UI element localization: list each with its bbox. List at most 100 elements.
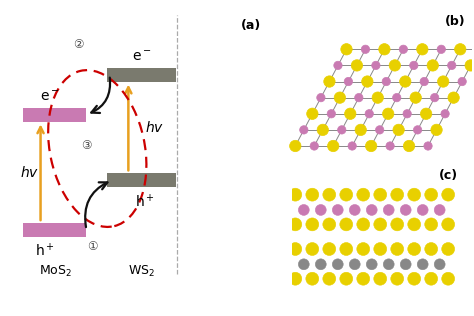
Circle shape bbox=[289, 243, 302, 255]
Circle shape bbox=[315, 204, 326, 216]
Circle shape bbox=[413, 126, 422, 134]
Circle shape bbox=[425, 272, 438, 285]
Text: e$^-$: e$^-$ bbox=[132, 50, 152, 64]
Circle shape bbox=[298, 204, 309, 216]
Circle shape bbox=[391, 243, 404, 255]
Circle shape bbox=[430, 94, 439, 102]
Circle shape bbox=[317, 94, 325, 102]
Circle shape bbox=[372, 92, 383, 103]
Circle shape bbox=[391, 188, 404, 201]
Circle shape bbox=[306, 188, 319, 201]
Bar bbox=[107, 68, 176, 82]
Circle shape bbox=[300, 126, 308, 134]
Circle shape bbox=[361, 45, 370, 53]
Bar bbox=[107, 173, 176, 187]
Circle shape bbox=[374, 188, 387, 201]
Circle shape bbox=[410, 61, 418, 70]
Circle shape bbox=[383, 259, 394, 270]
Circle shape bbox=[437, 45, 446, 53]
Circle shape bbox=[289, 188, 302, 201]
Circle shape bbox=[315, 259, 326, 270]
Circle shape bbox=[323, 243, 336, 255]
Text: ③: ③ bbox=[81, 139, 92, 152]
Circle shape bbox=[442, 218, 455, 231]
Circle shape bbox=[357, 243, 370, 255]
Circle shape bbox=[357, 218, 370, 231]
Circle shape bbox=[357, 272, 370, 285]
Circle shape bbox=[355, 94, 363, 102]
Circle shape bbox=[434, 204, 445, 216]
Circle shape bbox=[306, 272, 319, 285]
Circle shape bbox=[328, 140, 339, 152]
Circle shape bbox=[323, 218, 336, 231]
Circle shape bbox=[442, 188, 455, 201]
Circle shape bbox=[334, 92, 346, 103]
Circle shape bbox=[442, 243, 455, 255]
Circle shape bbox=[441, 110, 449, 118]
Circle shape bbox=[337, 126, 346, 134]
Circle shape bbox=[425, 218, 438, 231]
Circle shape bbox=[442, 272, 455, 285]
Text: $hv$: $hv$ bbox=[145, 120, 164, 135]
Circle shape bbox=[332, 259, 343, 270]
Circle shape bbox=[379, 44, 390, 55]
Circle shape bbox=[357, 188, 370, 201]
Circle shape bbox=[334, 61, 342, 70]
Text: h$^+$: h$^+$ bbox=[135, 193, 155, 210]
Circle shape bbox=[340, 218, 353, 231]
Circle shape bbox=[332, 204, 343, 216]
Circle shape bbox=[374, 218, 387, 231]
Circle shape bbox=[348, 142, 356, 150]
Circle shape bbox=[382, 77, 391, 86]
Circle shape bbox=[327, 110, 336, 118]
Text: MoS$_2$: MoS$_2$ bbox=[39, 264, 72, 279]
Circle shape bbox=[420, 77, 428, 86]
Circle shape bbox=[389, 60, 401, 71]
Circle shape bbox=[410, 92, 421, 103]
Text: h$^+$: h$^+$ bbox=[35, 242, 55, 260]
Circle shape bbox=[365, 110, 374, 118]
Circle shape bbox=[408, 188, 420, 201]
Circle shape bbox=[374, 243, 387, 255]
Circle shape bbox=[365, 140, 377, 152]
Circle shape bbox=[317, 124, 328, 136]
Circle shape bbox=[431, 124, 442, 136]
Bar bbox=[23, 223, 86, 237]
Circle shape bbox=[386, 142, 394, 150]
Text: (a): (a) bbox=[240, 19, 261, 32]
Circle shape bbox=[448, 92, 459, 103]
Circle shape bbox=[400, 204, 411, 216]
Circle shape bbox=[408, 243, 420, 255]
Circle shape bbox=[420, 108, 432, 119]
Circle shape bbox=[447, 61, 456, 70]
Circle shape bbox=[355, 124, 366, 136]
Circle shape bbox=[298, 259, 309, 270]
Circle shape bbox=[400, 259, 411, 270]
Circle shape bbox=[417, 259, 428, 270]
Text: ②: ② bbox=[73, 38, 83, 51]
Text: $hv$: $hv$ bbox=[20, 165, 39, 180]
Text: (c): (c) bbox=[439, 169, 458, 182]
Text: WS$_2$: WS$_2$ bbox=[128, 264, 155, 279]
Bar bbox=[23, 108, 86, 122]
Circle shape bbox=[349, 204, 360, 216]
Circle shape bbox=[372, 61, 380, 70]
Circle shape bbox=[310, 142, 319, 150]
Circle shape bbox=[340, 243, 353, 255]
Circle shape bbox=[434, 259, 445, 270]
Circle shape bbox=[344, 77, 353, 86]
Circle shape bbox=[399, 45, 408, 53]
Circle shape bbox=[290, 140, 301, 152]
Circle shape bbox=[417, 44, 428, 55]
Circle shape bbox=[351, 60, 363, 71]
Circle shape bbox=[341, 44, 352, 55]
Circle shape bbox=[323, 272, 336, 285]
Circle shape bbox=[425, 243, 438, 255]
Circle shape bbox=[403, 110, 411, 118]
Circle shape bbox=[403, 140, 415, 152]
Circle shape bbox=[458, 77, 466, 86]
Circle shape bbox=[417, 204, 428, 216]
Text: e$^-$: e$^-$ bbox=[40, 89, 60, 104]
Circle shape bbox=[391, 272, 404, 285]
Circle shape bbox=[306, 218, 319, 231]
